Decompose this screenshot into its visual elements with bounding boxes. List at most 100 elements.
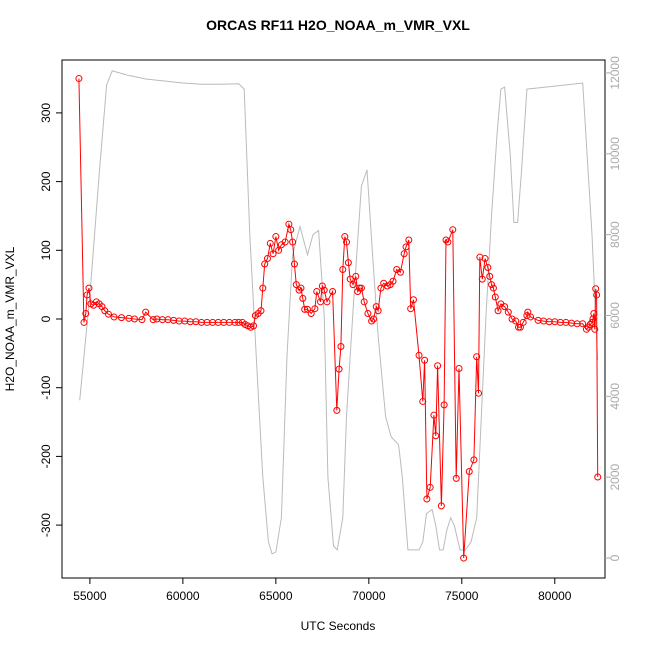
- x-axis-label: UTC Seconds: [301, 619, 376, 633]
- y-tick-label: 300: [39, 103, 53, 123]
- point: [311, 305, 319, 313]
- point: [437, 502, 445, 510]
- x-tick-label: 80000: [538, 589, 572, 603]
- y2-tick-label: 6000: [608, 302, 622, 329]
- point: [473, 353, 481, 361]
- point: [80, 318, 88, 326]
- point: [250, 322, 258, 330]
- point: [374, 307, 382, 315]
- point: [478, 275, 486, 283]
- y-tick-label: -100: [39, 375, 53, 399]
- point: [402, 243, 410, 251]
- point: [263, 255, 271, 263]
- point: [515, 323, 523, 331]
- point: [593, 291, 601, 299]
- point: [83, 291, 91, 299]
- point: [409, 296, 417, 304]
- point: [231, 318, 239, 326]
- point: [508, 315, 516, 323]
- point: [292, 281, 300, 289]
- point: [344, 259, 352, 267]
- point: [586, 320, 594, 328]
- point: [360, 298, 368, 306]
- point: [455, 364, 463, 372]
- point: [320, 286, 328, 294]
- point: [396, 268, 404, 276]
- y-tick-label: -200: [39, 444, 53, 468]
- point: [335, 365, 343, 373]
- point: [504, 308, 512, 316]
- point: [527, 313, 535, 321]
- point: [82, 310, 90, 318]
- point: [131, 315, 139, 323]
- point: [307, 310, 315, 318]
- point: [594, 473, 602, 481]
- point: [290, 260, 298, 268]
- point: [235, 318, 243, 326]
- x-tick-label: 65000: [259, 589, 293, 603]
- point: [460, 554, 468, 562]
- point: [289, 238, 297, 246]
- point: [138, 316, 146, 324]
- point: [313, 288, 321, 296]
- point: [303, 305, 311, 313]
- point: [400, 250, 408, 258]
- point: [118, 314, 126, 322]
- point: [588, 318, 596, 326]
- point: [301, 305, 309, 313]
- point: [591, 325, 599, 333]
- point: [339, 266, 347, 274]
- point: [419, 397, 427, 405]
- series-line: [79, 70, 599, 555]
- y-tick-label: 200: [39, 171, 53, 191]
- point: [486, 272, 494, 280]
- point: [449, 226, 457, 234]
- point: [275, 246, 283, 254]
- y2-tick-label: 2000: [608, 463, 622, 490]
- point: [104, 310, 112, 318]
- point: [333, 406, 341, 414]
- point: [501, 303, 509, 311]
- point: [452, 474, 460, 482]
- point: [364, 310, 372, 318]
- y-axis-label: H2O_NOAA_m_VMR_VXL: [3, 246, 17, 391]
- point: [269, 250, 277, 258]
- y2-tick-label: 8000: [608, 221, 622, 248]
- point: [343, 238, 351, 246]
- y2-tick-label: 0: [608, 554, 622, 561]
- point: [494, 307, 502, 315]
- point: [484, 263, 492, 271]
- x-tick-label: 75000: [445, 589, 479, 603]
- point: [519, 318, 527, 326]
- point: [389, 277, 397, 285]
- point: [75, 75, 83, 83]
- point: [323, 298, 331, 306]
- point: [259, 284, 267, 292]
- point: [426, 483, 434, 491]
- point: [512, 317, 520, 325]
- point: [337, 342, 345, 350]
- point: [442, 236, 450, 244]
- point: [297, 284, 305, 292]
- point: [481, 255, 489, 263]
- point: [475, 389, 483, 397]
- x-tick-label: 70000: [352, 589, 386, 603]
- x-tick-label: 60000: [166, 589, 200, 603]
- point: [430, 411, 438, 419]
- point: [491, 293, 499, 301]
- point: [316, 298, 324, 306]
- point: [523, 312, 531, 320]
- point: [346, 275, 354, 283]
- point: [421, 356, 429, 364]
- point: [329, 288, 337, 296]
- point: [272, 233, 280, 241]
- point: [489, 284, 497, 292]
- point: [110, 313, 118, 321]
- point: [407, 305, 415, 313]
- point: [579, 320, 587, 328]
- point: [85, 284, 93, 292]
- point: [434, 362, 442, 370]
- chart-title: ORCAS RF11 H2O_NOAA_m_VMR_VXL: [206, 17, 470, 33]
- point: [476, 253, 484, 261]
